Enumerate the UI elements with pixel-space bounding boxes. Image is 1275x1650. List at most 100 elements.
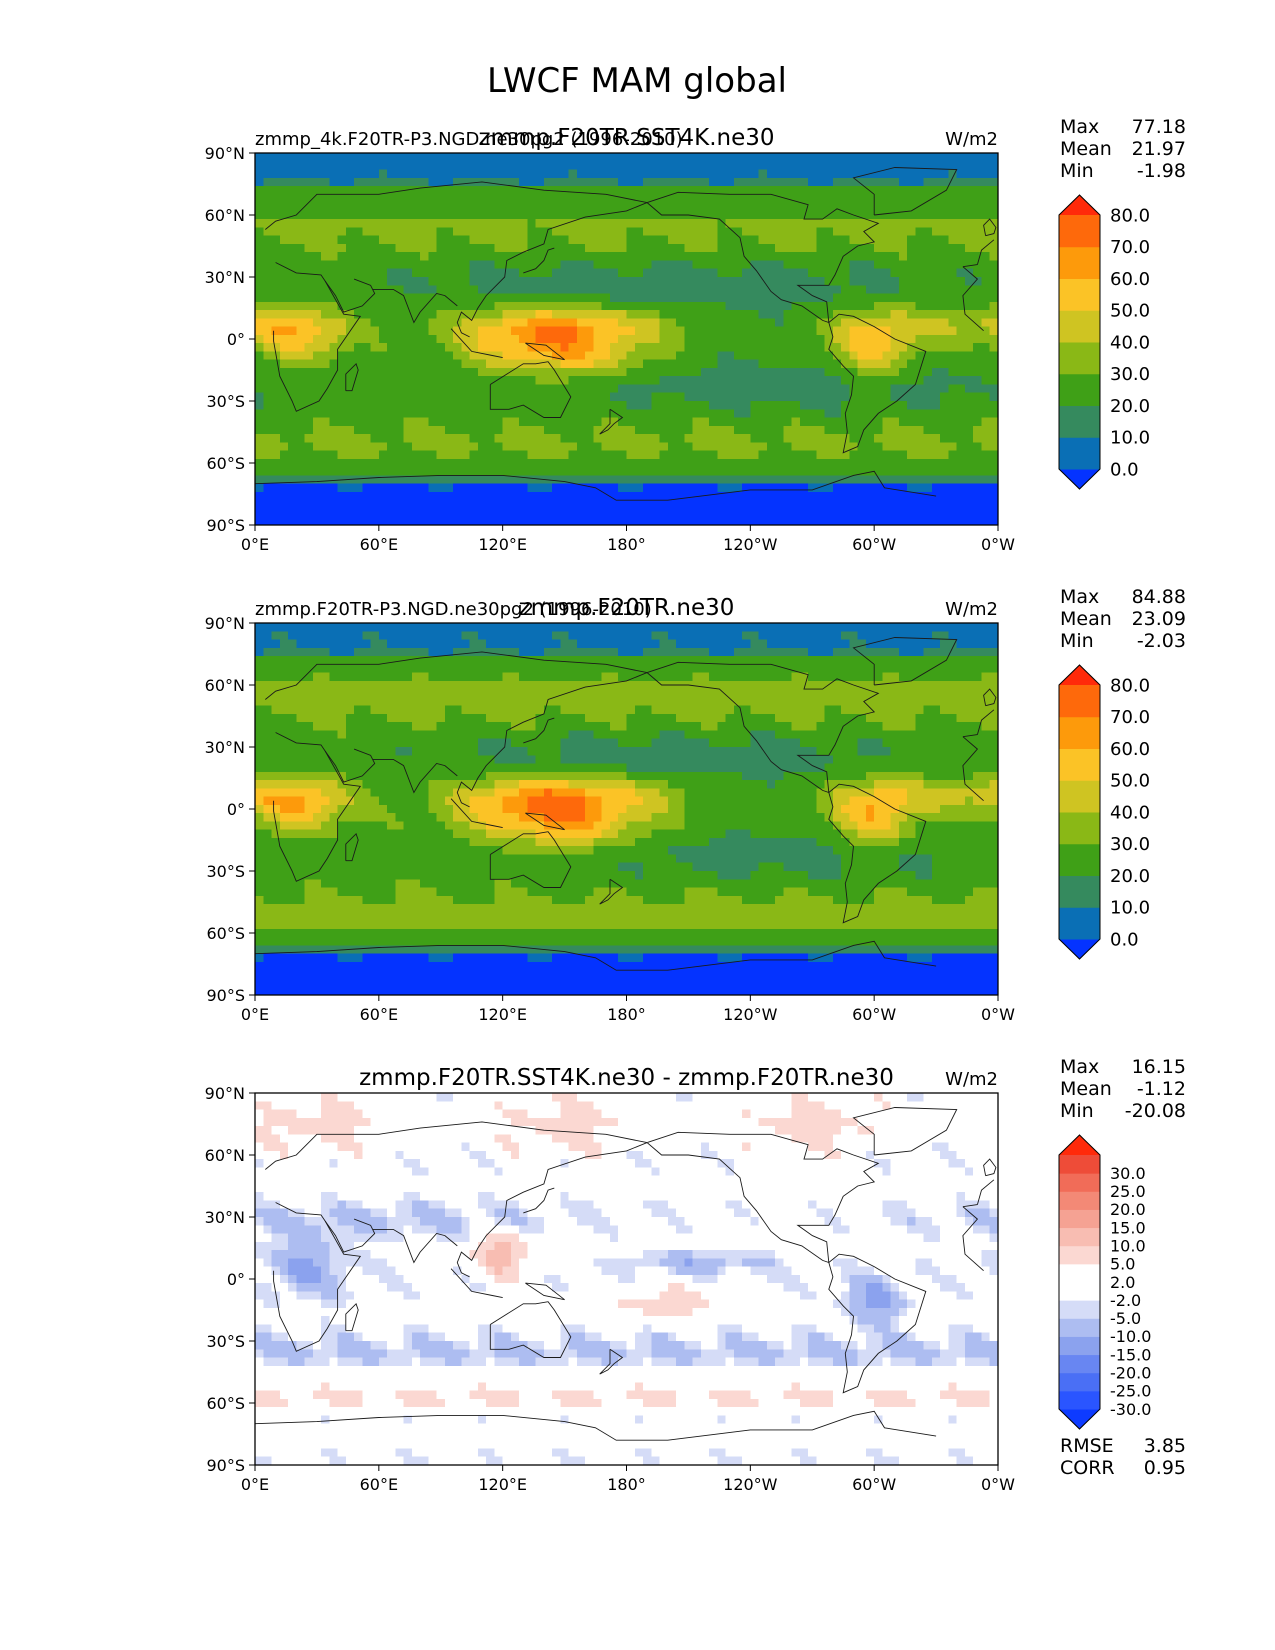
heatmap-cell: [576, 268, 586, 278]
coastline: [456, 202, 648, 338]
heatmap-cell: [461, 219, 471, 228]
heatmap-cell: [849, 227, 859, 237]
heatmap-cell: [337, 664, 347, 674]
heatmap-cell: [370, 153, 380, 162]
heatmap-cell: [816, 376, 826, 386]
heatmap-cell: [948, 210, 958, 220]
heatmap-cell: [841, 343, 850, 352]
heatmap-cell: [849, 334, 859, 344]
heatmap-cell: [865, 647, 875, 657]
heatmap-cell: [560, 210, 570, 220]
colorbar-label: 70.0: [1110, 237, 1150, 258]
heatmap-cell: [733, 672, 743, 682]
heatmap-cell: [370, 243, 380, 253]
heatmap-cell: [618, 359, 628, 369]
heatmap-cell: [973, 334, 983, 344]
heatmap-cell: [403, 343, 413, 352]
heatmap-cell: [263, 326, 273, 336]
heatmap-cell: [444, 623, 454, 632]
heatmap-cell: [436, 639, 446, 649]
heatmap-cell: [321, 202, 330, 212]
heatmap-cell: [989, 293, 999, 303]
heatmap-cell: [898, 491, 908, 501]
heatmap-cell: [387, 656, 396, 665]
heatmap-cell: [411, 359, 421, 369]
heatmap-cell: [882, 491, 892, 501]
heatmap-cell: [593, 277, 603, 286]
heatmap-cell: [279, 326, 289, 336]
heatmap-cell: [288, 672, 297, 682]
heatmap-cell: [585, 359, 595, 369]
heatmap-cell: [609, 202, 619, 212]
heatmap-cell: [634, 334, 644, 344]
heatmap-cell: [345, 177, 355, 187]
heatmap-cell: [477, 697, 487, 707]
heatmap-cell: [907, 210, 917, 220]
heatmap-cell: [543, 210, 553, 220]
heatmap-cell: [709, 623, 718, 632]
heatmap-cell: [692, 219, 702, 228]
heatmap-cell: [403, 689, 413, 698]
heatmap-cell: [857, 310, 867, 319]
heatmap-cell: [981, 252, 991, 262]
heatmap-cell: [857, 508, 867, 518]
heatmap-cell: [865, 409, 875, 419]
heatmap-cell: [370, 227, 380, 237]
heatmap-cell: [296, 169, 306, 179]
heatmap-cell: [543, 194, 553, 204]
heatmap-cell: [428, 491, 438, 501]
heatmap-cell: [692, 186, 702, 195]
heatmap-cell: [370, 252, 380, 262]
heatmap-cell: [948, 639, 958, 649]
heatmap-cell: [816, 243, 826, 253]
heatmap-cell: [576, 219, 586, 228]
heatmap-cell: [345, 334, 355, 344]
heatmap-cell: [989, 631, 999, 641]
heatmap-cell: [576, 450, 586, 460]
heatmap-cell: [609, 672, 619, 682]
heatmap-cell: [791, 458, 801, 468]
heatmap-cell: [296, 664, 306, 674]
heatmap-cell: [907, 425, 917, 435]
heatmap-cell: [593, 153, 603, 162]
heatmap-cell: [337, 285, 347, 295]
heatmap-cell: [576, 186, 586, 195]
heatmap-cell: [643, 367, 652, 377]
heatmap-cell: [321, 483, 330, 493]
heatmap-cell: [923, 656, 933, 665]
heatmap-cell: [898, 483, 908, 493]
heatmap-cell: [948, 301, 958, 311]
heatmap-cell: [832, 500, 842, 510]
heatmap-cell: [816, 656, 826, 665]
heatmap-cell: [444, 516, 454, 526]
heatmap-cell: [667, 689, 677, 698]
heatmap-cell: [527, 310, 537, 319]
heatmap-cell: [387, 194, 396, 204]
heatmap-cell: [915, 334, 925, 344]
heatmap-cell: [973, 516, 983, 526]
heatmap-cell: [609, 491, 619, 501]
heatmap-cell: [676, 697, 685, 707]
heatmap-cell: [337, 202, 347, 212]
heatmap-cell: [279, 202, 289, 212]
heatmap-cell: [931, 467, 941, 476]
heatmap-cell: [618, 680, 628, 690]
heatmap-cell: [898, 169, 908, 179]
heatmap-cell: [857, 301, 867, 311]
heatmap-cell: [799, 161, 809, 171]
heatmap-cell: [989, 285, 999, 295]
heatmap-cell: [692, 458, 702, 468]
heatmap-cell: [874, 434, 884, 443]
heatmap-cell: [956, 161, 966, 171]
heatmap-cell: [436, 161, 446, 171]
heatmap-cell: [766, 401, 776, 410]
stat-value: -1.98: [1137, 160, 1186, 182]
heatmap-cell: [494, 202, 504, 212]
heatmap-cell: [337, 186, 347, 195]
heatmap-cell: [387, 664, 396, 674]
heatmap-cell: [725, 252, 735, 262]
heatmap-cell: [684, 631, 694, 641]
heatmap-cell: [288, 194, 297, 204]
heatmap-cell: [444, 177, 454, 187]
heatmap-cell: [692, 210, 702, 220]
